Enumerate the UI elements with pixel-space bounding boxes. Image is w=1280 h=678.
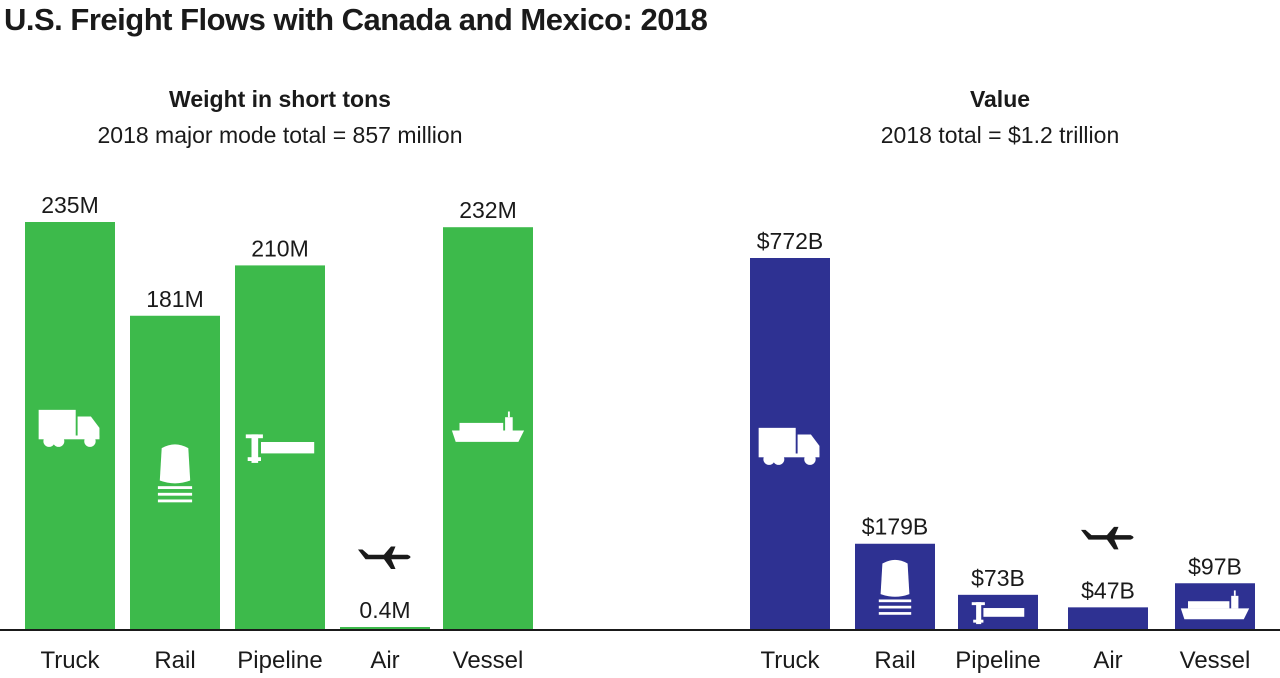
value-data-label-pipeline: $73B <box>971 565 1025 591</box>
weight-category-label-truck: Truck <box>40 647 100 674</box>
value-category-label-truck: Truck <box>760 647 820 674</box>
value-data-label-truck: $772B <box>757 228 824 254</box>
value-category-label-rail: Rail <box>874 647 915 674</box>
train-icon <box>157 444 193 503</box>
truck-icon <box>38 409 100 447</box>
truck-icon <box>758 427 820 465</box>
value-panel-subtitle: 2018 total = $1.2 trillion <box>881 122 1119 148</box>
value-category-label-pipeline: Pipeline <box>955 647 1040 674</box>
ship-icon <box>1180 590 1250 620</box>
weight-category-label-vessel: Vessel <box>453 647 524 674</box>
weight-data-label-pipeline: 210M <box>251 235 309 261</box>
chart-title: U.S. Freight Flows with Canada and Mexic… <box>4 2 708 37</box>
weight-category-label-air: Air <box>370 647 399 674</box>
weight-data-label-truck: 235M <box>41 192 99 218</box>
weight-data-label-vessel: 232M <box>459 197 517 223</box>
value-data-label-air: $47B <box>1081 577 1135 603</box>
airplane-icon <box>358 546 411 569</box>
pipeline-icon <box>245 434 315 463</box>
weight-category-label-pipeline: Pipeline <box>237 647 322 674</box>
ship-icon <box>451 411 525 442</box>
value-panel-title: Value <box>970 86 1030 112</box>
value-bar-air <box>1068 607 1148 630</box>
weight-data-label-rail: 181M <box>146 286 204 312</box>
train-icon <box>878 559 912 615</box>
pipeline-icon <box>971 602 1025 625</box>
weight-category-label-rail: Rail <box>154 647 195 674</box>
value-data-label-vessel: $97B <box>1188 553 1242 579</box>
value-category-label-air: Air <box>1093 647 1122 674</box>
weight-panel-subtitle: 2018 major mode total = 857 million <box>97 122 462 148</box>
value-category-label-vessel: Vessel <box>1180 647 1251 674</box>
weight-bar-air <box>340 627 430 630</box>
weight-data-label-air: 0.4M <box>359 597 410 623</box>
value-data-label-rail: $179B <box>862 514 929 540</box>
airplane-icon <box>1081 526 1134 550</box>
weight-panel-title: Weight in short tons <box>169 86 391 112</box>
